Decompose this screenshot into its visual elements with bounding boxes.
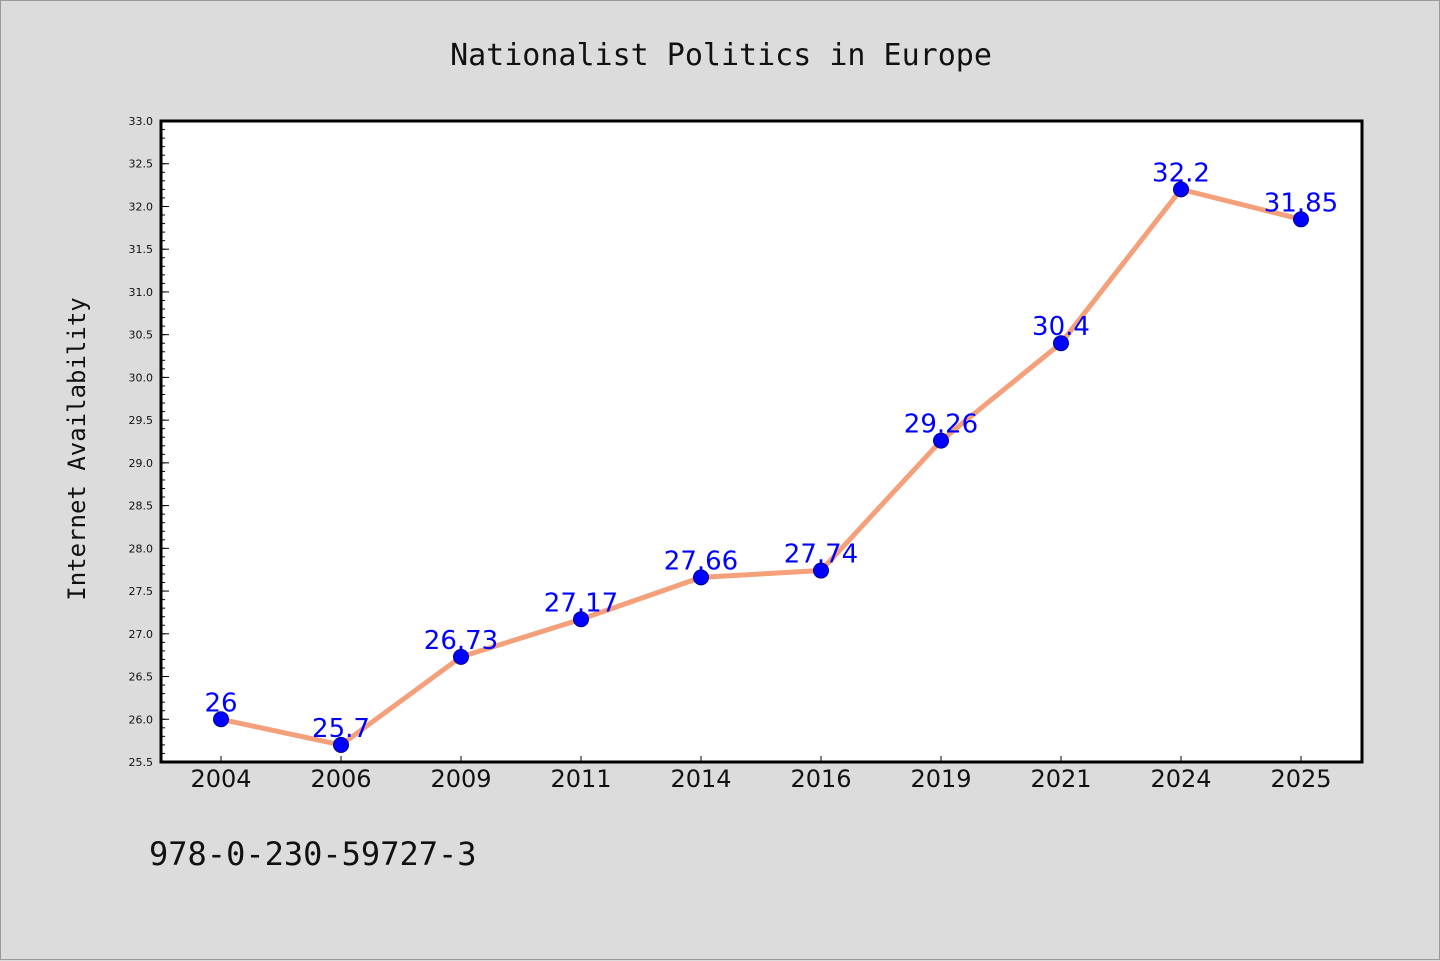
x-tick-label: 2025 bbox=[1270, 765, 1331, 793]
data-point bbox=[1053, 335, 1069, 352]
x-tick-label: 2016 bbox=[790, 765, 851, 793]
data-label: 27.74 bbox=[784, 540, 858, 570]
data-point bbox=[813, 562, 829, 579]
data-point bbox=[933, 432, 949, 449]
data-point bbox=[453, 648, 469, 665]
footnote-isbn: 978-0-230-59727-3 bbox=[149, 835, 477, 873]
data-label: 31.85 bbox=[1264, 188, 1338, 218]
y-tick-label: 31.5 bbox=[129, 243, 154, 256]
y-tick-label: 31.0 bbox=[129, 286, 154, 299]
data-labels: 26 25.7 26.73 27.17 27.66 27.74 29.26 30.4 32.2 3… bbox=[204, 158, 1338, 744]
y-tick-label: 25.5 bbox=[129, 756, 154, 769]
x-tick-label: 2004 bbox=[190, 765, 251, 793]
y-tick-label: 29.5 bbox=[129, 414, 154, 427]
data-point bbox=[213, 711, 229, 728]
x-tick-label: 2009 bbox=[430, 765, 491, 793]
data-points bbox=[213, 181, 1309, 753]
x-tick-label: 2014 bbox=[670, 765, 731, 793]
data-label: 27.66 bbox=[664, 546, 738, 576]
y-tick-label: 28.0 bbox=[129, 542, 154, 555]
y-axis-label: Internet Availability bbox=[63, 297, 91, 600]
data-point bbox=[1173, 181, 1189, 198]
x-tick-label: 2011 bbox=[550, 765, 611, 793]
x-tick-label: 2006 bbox=[310, 765, 371, 793]
data-point bbox=[573, 611, 589, 628]
y-tick-label: 26.0 bbox=[129, 713, 154, 726]
y-tick-label: 28.5 bbox=[129, 500, 154, 513]
data-point bbox=[1293, 211, 1309, 228]
x-tick-label: 2024 bbox=[1150, 765, 1211, 793]
y-tick-label: 33.0 bbox=[129, 115, 154, 128]
data-label: 26 bbox=[204, 688, 237, 718]
data-label: 29.26 bbox=[904, 410, 978, 440]
y-tick-label: 32.5 bbox=[129, 158, 154, 171]
series-line-group bbox=[220, 186, 1302, 748]
data-label: 32.2 bbox=[1152, 158, 1210, 188]
x-tick-label: 2021 bbox=[1030, 765, 1091, 793]
y-tick-label: 29.0 bbox=[129, 457, 154, 470]
data-label: 25.7 bbox=[312, 714, 370, 744]
data-label: 26.73 bbox=[424, 626, 498, 656]
x-axis: 2004 2006 2009 2011 2014 2016 2019 2021 2024 2025 bbox=[190, 756, 1332, 793]
data-point bbox=[333, 736, 349, 753]
y-tick-label: 30.5 bbox=[129, 329, 154, 342]
y-tick-label: 30.0 bbox=[129, 371, 154, 384]
data-point bbox=[693, 569, 709, 586]
x-tick-label: 2019 bbox=[910, 765, 971, 793]
data-label: 27.17 bbox=[544, 588, 618, 618]
y-tick-label: 26.5 bbox=[129, 671, 154, 684]
series-line bbox=[220, 186, 1302, 748]
y-tick-label: 27.0 bbox=[129, 628, 154, 641]
data-label: 30.4 bbox=[1032, 312, 1090, 342]
y-tick-label: 32.0 bbox=[129, 200, 154, 213]
chart-title: Nationalist Politics in Europe bbox=[450, 38, 992, 73]
y-axis: 25.5 26.0 26.5 27.0 27.5 28.0 28.5 29.0 29.5 30.0… bbox=[129, 115, 169, 769]
y-tick-label: 27.5 bbox=[129, 585, 154, 598]
plot-area bbox=[159, 119, 1364, 764]
